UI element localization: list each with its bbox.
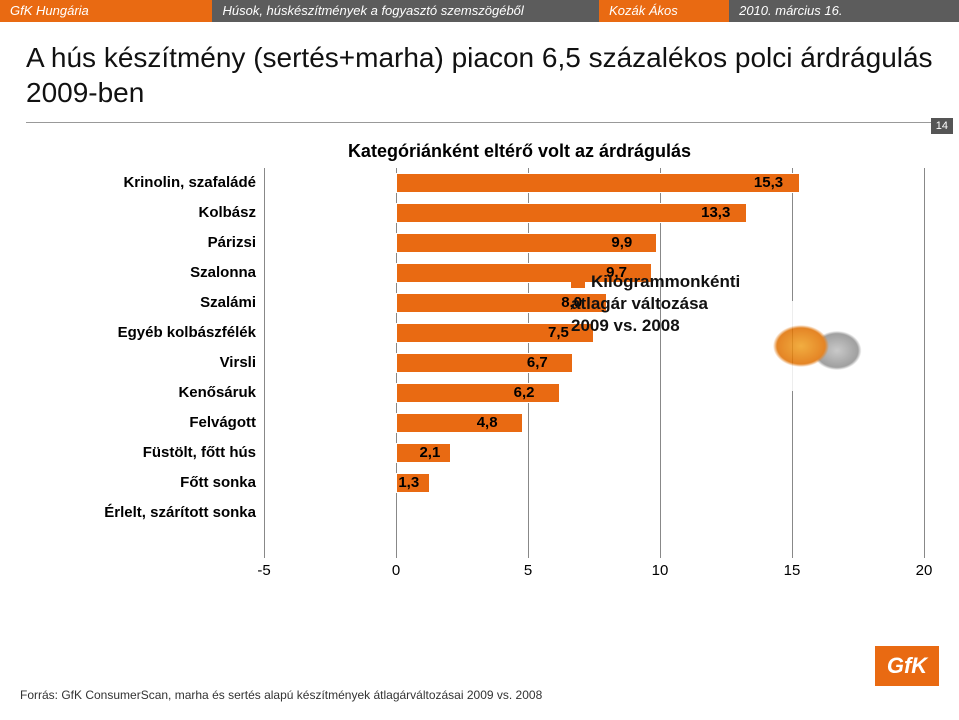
x-tick: 5 [524, 562, 532, 579]
bar-value: 6,2 [514, 378, 535, 408]
category-label: Szalámi [26, 288, 256, 318]
category-label: Kenősáruk [26, 378, 256, 408]
x-tick: 10 [652, 562, 669, 579]
category-label: Füstölt, főtt hús [26, 438, 256, 468]
gridline [264, 168, 265, 558]
x-tick: -5 [257, 562, 270, 579]
bar-value: 7,5 [548, 318, 569, 348]
divider [26, 122, 933, 123]
topbar: GfK HungáriaHúsok, húskészítmények a fog… [0, 0, 959, 22]
topbar-segment: Húsok, húskészítmények a fogyasztó szems… [212, 0, 599, 22]
decorative-image [753, 301, 873, 391]
x-tick: 0 [392, 562, 400, 579]
bar [396, 203, 747, 223]
category-label: Főtt sonka [26, 468, 256, 498]
gfk-logo: GfK [875, 646, 939, 686]
bar-value: 4,8 [477, 408, 498, 438]
category-label: Virsli [26, 348, 256, 378]
bar [396, 173, 800, 193]
category-label: Egyéb kolbászfélék [26, 318, 256, 348]
category-label: Felvágott [26, 408, 256, 438]
topbar-segment: Kozák Ákos [599, 0, 729, 22]
legend-text: Kilogrammonkénti [591, 272, 740, 291]
category-label: Krinolin, szafaládé [26, 168, 256, 198]
bar-value: 13,3 [701, 198, 730, 228]
title-block: A hús készítmény (sertés+marha) piacon 6… [0, 22, 959, 114]
bar-value: 2,1 [419, 438, 440, 468]
category-label: Kolbász [26, 198, 256, 228]
x-tick: 15 [784, 562, 801, 579]
topbar-segment: GfK Hungária [0, 0, 212, 22]
bar-value: 15,3 [754, 168, 783, 198]
bar-value: 9,9 [611, 228, 632, 258]
topbar-segment: 2010. március 16. [729, 0, 959, 22]
bar-value: 6,7 [527, 348, 548, 378]
gridline [660, 168, 661, 558]
legend-text: átlagár változása [571, 294, 708, 313]
legend-text: 2009 vs. 2008 [571, 316, 680, 335]
x-axis: -505101520 [264, 558, 924, 588]
page-number: 14 [931, 118, 953, 134]
legend-swatch [571, 274, 585, 288]
bar-value: 1,3 [398, 468, 419, 498]
category-label: Szalonna [26, 258, 256, 288]
page-title: A hús készítmény (sertés+marha) piacon 6… [26, 40, 933, 110]
category-label: Érlelt, szárított sonka [26, 498, 256, 528]
legend: Kilogrammonkénti átlagár változása 2009 vs… [571, 271, 740, 337]
chart-title: Kategóriánként eltérő volt az árdrágulás [106, 141, 933, 162]
x-tick: 20 [916, 562, 933, 579]
bar [396, 413, 523, 433]
y-axis-labels: Krinolin, szafaládéKolbászPárizsiSzalonn… [26, 168, 264, 558]
bar [396, 383, 560, 403]
chart-area: Kategóriánként eltérő volt az árdrágulás… [26, 141, 933, 621]
category-label: Párizsi [26, 228, 256, 258]
footer-source: Forrás: GfK ConsumerScan, marha és serté… [20, 688, 542, 702]
gridline [924, 168, 925, 558]
